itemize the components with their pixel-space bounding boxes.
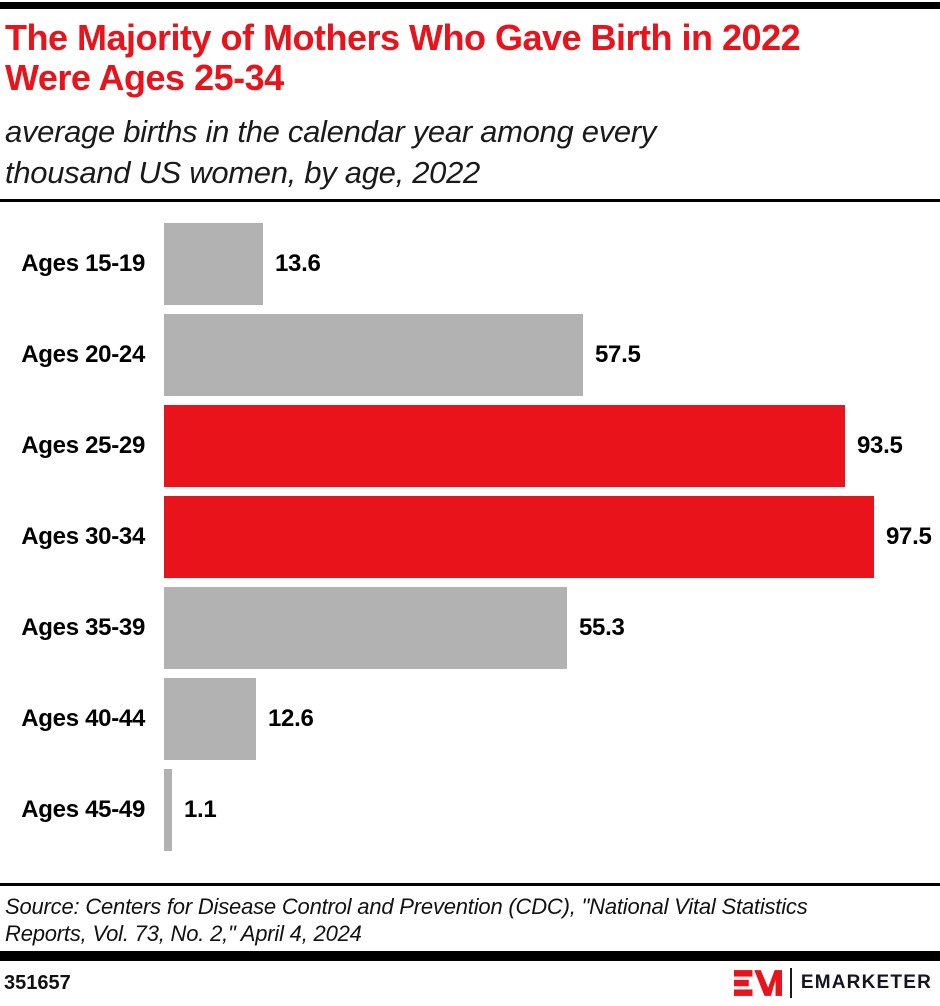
source-note: Source: Centers for Disease Control and … [0,886,940,947]
bar-ages-15-19 [164,223,263,305]
chart-header: The Majority of Mothers Who Gave Birth i… [0,9,940,193]
bar-ages-40-44 [164,678,256,760]
chart-divider [0,883,940,886]
source-line-1: Source: Centers for Disease Control and … [5,894,808,919]
page-subtitle-line-1: average births in the calendar year amon… [5,114,657,149]
logo-separator [789,968,792,998]
page-title: The Majority of Mothers Who Gave Birth i… [5,18,932,98]
footer: 351657 EMARKETER [0,961,940,1005]
source-line-2: Reports, Vol. 73, No. 2," April 4, 2024 [5,921,362,946]
category-label: Ages 15-19 [21,250,145,277]
header-divider [0,199,940,202]
chart-row: Ages 45-49 1.1 [0,769,940,851]
category-label: Ages 30-34 [21,523,145,550]
category-label: Ages 25-29 [21,432,145,459]
page-title-line-2: Were Ages 25-34 [5,57,284,98]
page-title-line-1: The Majority of Mothers Who Gave Birth i… [5,17,801,58]
page-subtitle-line-2: thousand US women, by age, 2022 [5,155,480,190]
category-label: Ages 45-49 [21,796,145,823]
value-label: 12.6 [268,705,314,732]
category-label: Ages 20-24 [21,341,145,368]
value-label: 57.5 [595,341,641,368]
chart-row: Ages 40-44 12.6 [0,678,940,760]
bar-ages-25-29 [164,405,845,487]
logo-wordmark: EMARKETER [800,972,932,993]
value-label: 55.3 [579,614,625,641]
value-label: 97.5 [886,523,932,550]
chart-row: Ages 25-29 93.5 [0,405,940,487]
value-label: 93.5 [857,432,903,459]
category-label: Ages 35-39 [21,614,145,641]
bar-ages-35-39 [164,587,567,669]
bar-ages-45-49 [164,769,172,851]
chart-row: Ages 20-24 57.5 [0,314,940,396]
value-label: 1.1 [184,796,217,823]
chart-row: Ages 35-39 55.3 [0,587,940,669]
top-divider [0,2,940,9]
bar-ages-20-24 [164,314,583,396]
em-monogram-icon [733,969,782,997]
bar-ages-30-34 [164,496,874,578]
value-label: 13.6 [275,250,321,277]
chart-row: Ages 15-19 13.6 [0,223,940,305]
bar-chart: Ages 15-19 13.6 Ages 20-24 57.5 Ages 25-29 93… [0,202,940,851]
emarketer-logo: EMARKETER [733,968,932,998]
category-label: Ages 40-44 [21,705,145,732]
footer-divider-bar [0,951,940,961]
page-subtitle: average births in the calendar year amon… [5,111,932,193]
chart-id: 351657 [4,971,71,994]
chart-row: Ages 30-34 97.5 [0,496,940,578]
